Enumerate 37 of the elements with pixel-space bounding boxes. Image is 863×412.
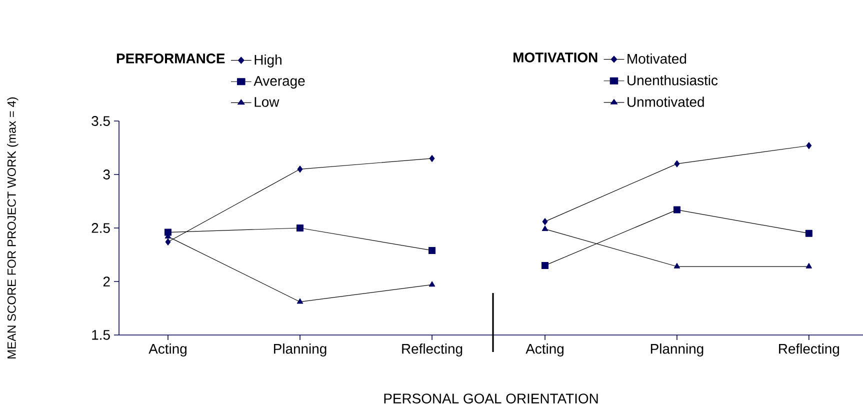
y-tick-label: 1.5 — [92, 330, 110, 340]
y-tick-label: 2 — [103, 276, 110, 286]
legend-title: PERFORMANCE — [116, 54, 225, 64]
y-axis-title: MEAN SCORE FOR PROJECT WORK (max = 4) — [7, 97, 18, 358]
point — [297, 166, 303, 173]
point — [296, 224, 304, 232]
legend-label: Low — [254, 97, 280, 107]
point — [542, 218, 548, 226]
legend-label: Motivated — [628, 53, 686, 64]
y-tick-label: 3 — [103, 170, 110, 180]
x-tick-label: Acting — [526, 344, 564, 357]
point — [806, 263, 812, 268]
point — [674, 263, 680, 268]
point — [165, 238, 171, 246]
x-tick-label: Reflecting — [779, 344, 840, 357]
x-tick-label: Planning — [274, 344, 326, 357]
x-axis-title: PERSONAL GOAL ORIENTATION — [384, 394, 598, 404]
point — [429, 154, 435, 162]
legend-label: High — [254, 54, 282, 68]
point — [542, 226, 548, 231]
x-tick-label: Planning — [650, 344, 704, 357]
x-tick-label: Reflecting — [402, 344, 462, 357]
legend-label: Unmotivated — [628, 96, 704, 107]
y-tick-label: 2.5 — [92, 223, 110, 233]
legend-title: MOTIVATION — [514, 52, 598, 62]
point — [428, 281, 436, 287]
point — [673, 206, 680, 214]
y-tick-label: 3.5 — [92, 116, 110, 126]
point — [428, 246, 436, 254]
point — [541, 262, 548, 269]
legend-label: Unenthusiastic — [628, 75, 718, 86]
x-tick-label: Acting — [148, 344, 186, 357]
point — [805, 230, 812, 237]
point — [296, 298, 304, 304]
point — [806, 142, 812, 150]
legend-label: Average — [254, 76, 305, 89]
point — [674, 160, 680, 168]
